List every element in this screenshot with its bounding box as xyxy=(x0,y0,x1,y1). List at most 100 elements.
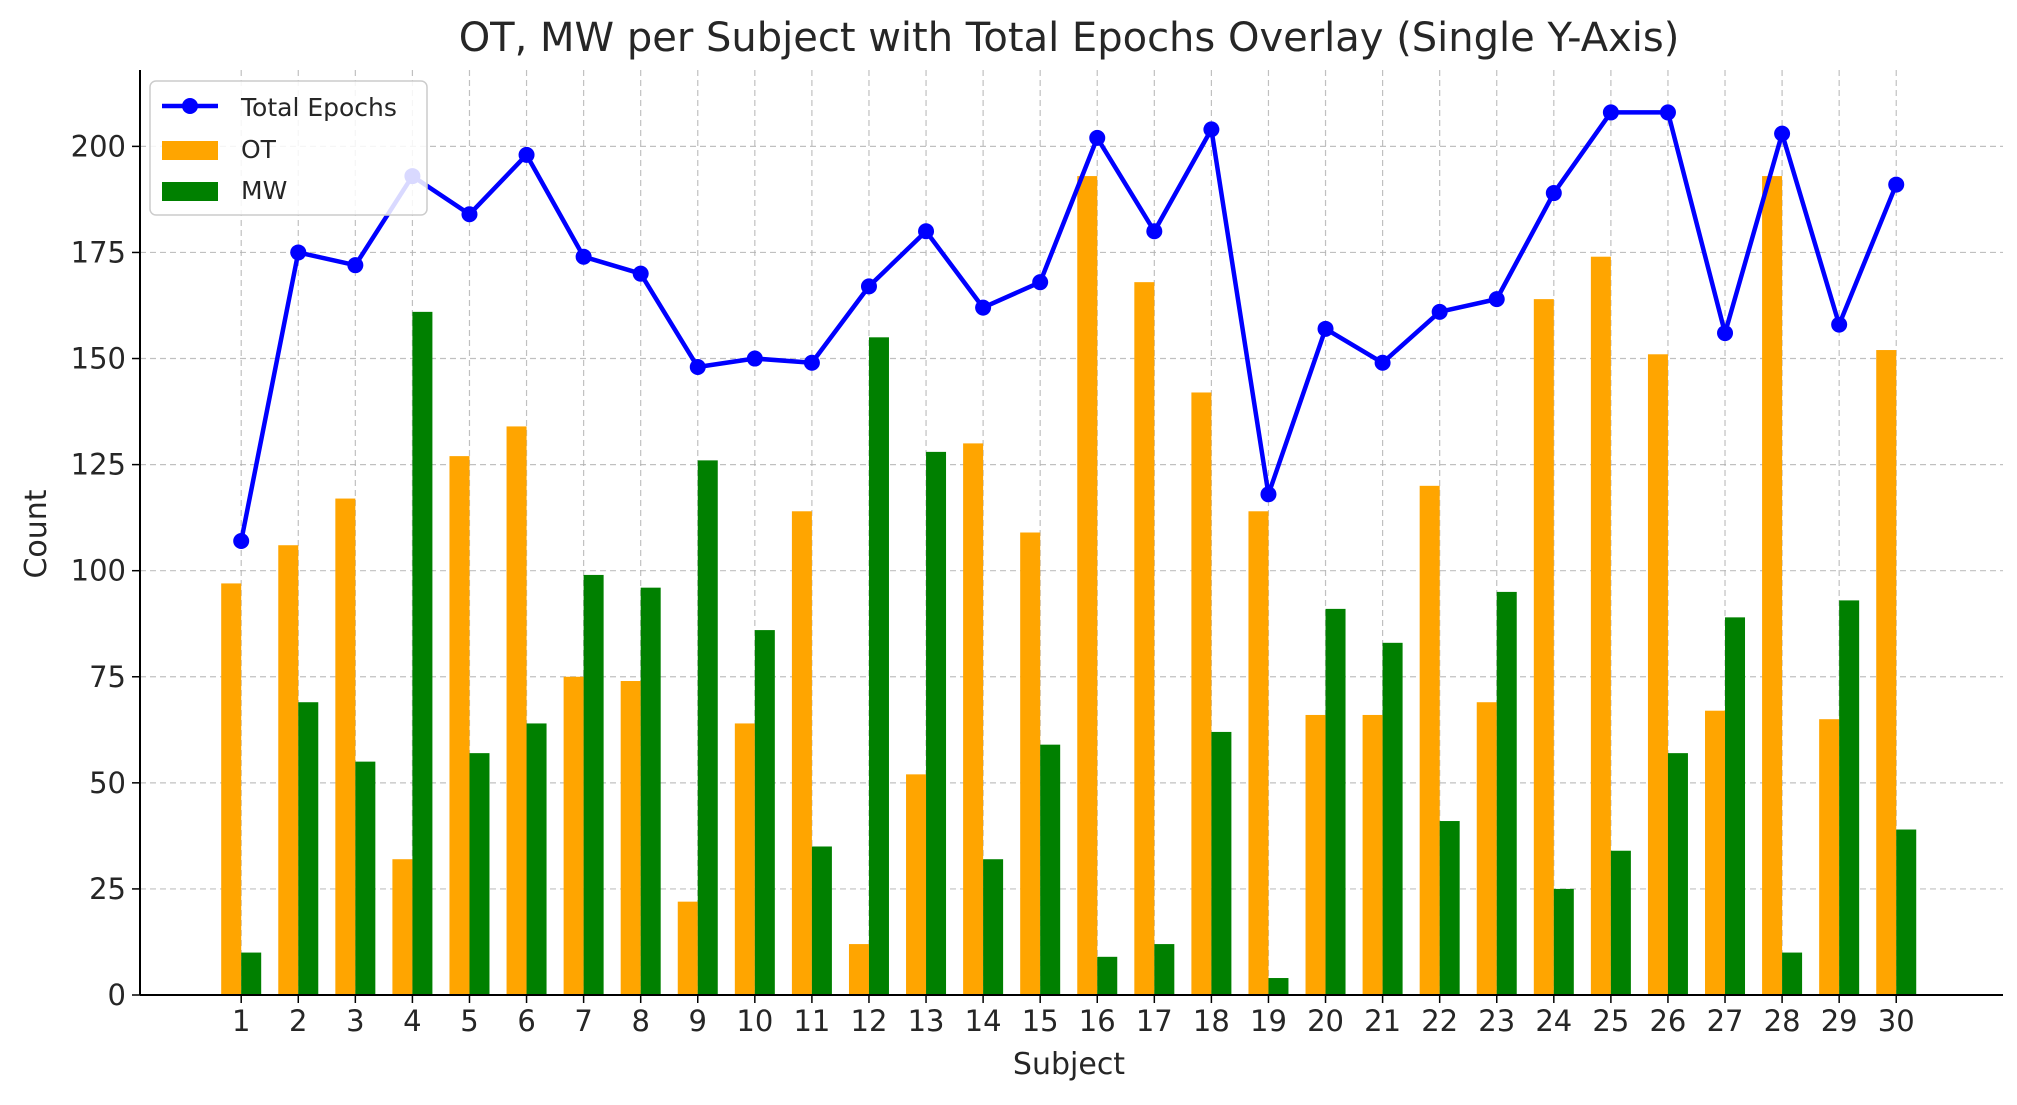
total-epochs-point xyxy=(1659,104,1676,121)
x-tick-label: 15 xyxy=(1022,1004,1059,1038)
legend-mw-swatch xyxy=(162,182,218,201)
y-tick-label: 150 xyxy=(71,342,126,376)
total-epochs-point xyxy=(1888,176,1905,193)
x-tick-label: 8 xyxy=(631,1004,649,1038)
mw-bar xyxy=(1725,617,1746,995)
mw-bar xyxy=(868,337,889,995)
total-epochs-point xyxy=(1602,104,1619,121)
ot-bar xyxy=(677,901,698,995)
ot-bar xyxy=(221,583,242,995)
ot-bar xyxy=(620,681,641,995)
total-epochs-point xyxy=(1089,129,1106,146)
y-tick-label: 50 xyxy=(89,766,126,800)
x-tick-label: 16 xyxy=(1079,1004,1116,1038)
total-epochs-point xyxy=(1146,223,1163,240)
x-tick-label: 23 xyxy=(1478,1004,1515,1038)
mw-bar xyxy=(811,846,832,995)
mw-bar xyxy=(583,574,604,995)
total-epochs-point xyxy=(746,350,763,367)
total-epochs-point xyxy=(632,265,649,282)
x-tick-label: 26 xyxy=(1649,1004,1686,1038)
ot-bar xyxy=(1134,282,1155,995)
legend-total-epochs-label: Total Epochs xyxy=(240,93,397,122)
x-tick-label: 19 xyxy=(1250,1004,1287,1038)
legend-ot-label: OT xyxy=(241,135,277,164)
x-tick-label: 1 xyxy=(232,1004,250,1038)
total-epochs-point xyxy=(518,146,535,163)
ot-bar xyxy=(1762,176,1783,995)
x-tick-label: 7 xyxy=(574,1004,592,1038)
total-epochs-point xyxy=(1431,303,1448,320)
x-tick-label: 20 xyxy=(1307,1004,1344,1038)
mw-bar xyxy=(697,460,718,996)
total-epochs-point xyxy=(1545,185,1562,202)
mw-bar xyxy=(1839,600,1860,995)
total-epochs-point xyxy=(1774,125,1791,142)
y-tick-label: 200 xyxy=(71,129,126,163)
total-epochs-point xyxy=(1317,320,1334,337)
x-tick-label: 4 xyxy=(403,1004,421,1038)
mw-bar xyxy=(241,952,262,995)
y-tick-label: 75 xyxy=(89,660,126,694)
y-tick-label: 125 xyxy=(71,448,126,482)
legend-frame xyxy=(149,80,428,216)
ot-bar xyxy=(1077,176,1098,995)
ot-bar xyxy=(1876,350,1897,995)
mw-bar xyxy=(1782,952,1803,995)
mw-bar xyxy=(1667,753,1688,995)
y-axis-label: Count xyxy=(19,489,54,578)
x-tick-label: 27 xyxy=(1707,1004,1744,1038)
x-axis-label: Subject xyxy=(1013,1047,1125,1082)
ot-bar xyxy=(1020,532,1041,995)
total-epochs-point xyxy=(1488,291,1505,308)
line-layer xyxy=(233,104,1905,549)
x-tick-label: 5 xyxy=(460,1004,478,1038)
mw-bar xyxy=(1211,731,1232,995)
ot-bar xyxy=(791,511,812,995)
ot-bar xyxy=(848,944,869,995)
axes-layer xyxy=(139,70,2003,996)
mw-bar xyxy=(1439,821,1460,995)
mw-bar xyxy=(1896,829,1917,995)
x-tick-label: 21 xyxy=(1364,1004,1401,1038)
mw-bar xyxy=(1610,850,1631,995)
y-tick-label: 100 xyxy=(71,554,126,588)
x-tick-label: 25 xyxy=(1592,1004,1629,1038)
ot-bar xyxy=(1419,485,1440,995)
mw-bar xyxy=(640,587,661,995)
ticks-layer: 1 2 3 4 5 6 7 8 9 10 11 12 13 14 15 16 17 18 19 20 21 22 23 24 2… xyxy=(71,129,1915,1038)
bars-layer xyxy=(221,176,1917,996)
ot-bar xyxy=(1476,702,1497,995)
mw-bar xyxy=(1553,888,1574,995)
mw-bar xyxy=(412,311,433,995)
x-tick-label: 9 xyxy=(689,1004,707,1038)
ot-bar xyxy=(1705,710,1726,995)
ot-bar xyxy=(1305,714,1326,995)
ot-bar xyxy=(335,498,356,995)
ot-bar xyxy=(734,723,755,995)
mw-bar xyxy=(355,761,376,995)
mw-bar xyxy=(1268,978,1289,995)
total-epochs-point xyxy=(347,257,364,274)
legend-ot-swatch xyxy=(162,141,218,160)
total-epochs-point xyxy=(1260,486,1277,503)
y-tick-label: 175 xyxy=(71,235,126,269)
mw-bar xyxy=(1154,944,1175,995)
total-epochs-point xyxy=(1717,325,1734,342)
ot-bar xyxy=(906,774,927,995)
mw-bar xyxy=(926,451,947,995)
mw-bar xyxy=(1097,956,1118,995)
chart-title: OT, MW per Subject with Total Epochs Ove… xyxy=(459,15,1680,61)
mw-bar xyxy=(526,723,547,995)
x-tick-label: 3 xyxy=(346,1004,364,1038)
total-epochs-point xyxy=(290,244,307,261)
mw-bar xyxy=(983,859,1004,995)
total-epochs-point xyxy=(860,278,877,295)
total-epochs-point xyxy=(461,206,478,223)
mw-bar xyxy=(1325,608,1346,995)
x-tick-label: 12 xyxy=(851,1004,888,1038)
total-epochs-point xyxy=(803,354,820,371)
total-epochs-point xyxy=(1831,316,1848,333)
total-epochs-point xyxy=(689,359,706,376)
